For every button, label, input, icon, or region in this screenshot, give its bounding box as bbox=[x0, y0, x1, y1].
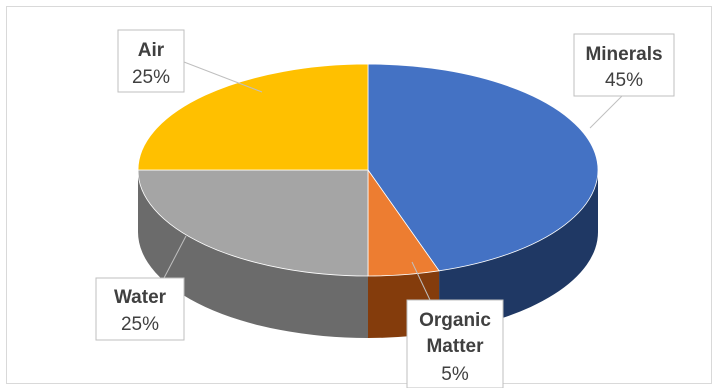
callout-organic-label-line1: Organic bbox=[419, 310, 491, 331]
leader-water bbox=[163, 235, 187, 279]
callout-minerals-label: Minerals bbox=[585, 44, 662, 65]
callout-water-value: 25% bbox=[121, 314, 159, 335]
callout-organic-label-line2: Matter bbox=[426, 336, 484, 357]
leader-minerals bbox=[589, 95, 623, 129]
callout-organic-value: 5% bbox=[441, 364, 469, 385]
callout-minerals: Minerals 45% bbox=[573, 33, 675, 97]
leader-air bbox=[183, 61, 263, 93]
slice-air bbox=[137, 63, 369, 171]
leader-organic-matter bbox=[411, 261, 431, 301]
callout-leaders bbox=[163, 61, 623, 301]
callout-air: Air 25% bbox=[117, 29, 185, 93]
callout-water-label: Water bbox=[114, 287, 167, 308]
callout-organic-matter: Organic Matter 5% bbox=[406, 299, 504, 388]
slice-minerals bbox=[367, 63, 599, 272]
slice-side-minerals bbox=[439, 170, 598, 333]
callout-air-label: Air bbox=[138, 40, 165, 61]
callout-water: Water 25% bbox=[95, 277, 185, 341]
pie-tops bbox=[137, 63, 599, 277]
slice-water bbox=[137, 169, 369, 277]
slice-side-water bbox=[138, 170, 368, 338]
callout-air-value: 25% bbox=[132, 67, 170, 88]
callout-minerals-value: 45% bbox=[605, 70, 643, 91]
